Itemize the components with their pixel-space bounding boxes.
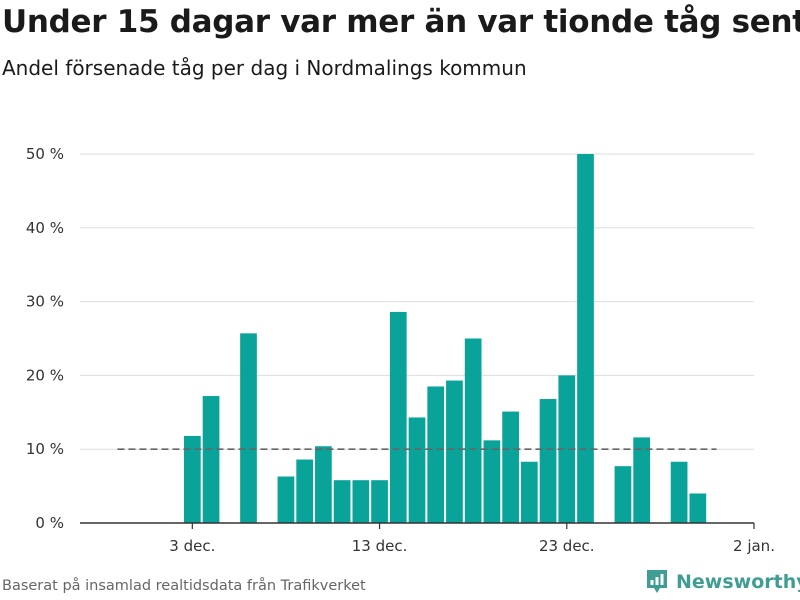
source-note: Baserat på insamlad realtidsdata från Tr… <box>2 578 366 594</box>
bar <box>614 466 632 523</box>
bar <box>333 480 351 523</box>
chart-title: Under 15 dagar var mer än var tionde tåg… <box>2 4 800 40</box>
chart-subtitle: Andel försenade tåg per dag i Nordmaling… <box>2 56 527 80</box>
bar <box>502 411 519 523</box>
bar <box>371 480 388 523</box>
bar <box>389 311 407 523</box>
bar <box>315 446 332 523</box>
newsworthy-logo-icon <box>647 570 667 593</box>
bar <box>296 459 314 523</box>
y-tick-label: 10 % <box>26 440 64 458</box>
y-tick-label: 0 % <box>35 514 64 532</box>
bar <box>277 476 295 523</box>
bars <box>183 154 707 523</box>
y-tick-label: 30 % <box>26 293 64 311</box>
y-tick-label: 40 % <box>26 219 64 237</box>
bar <box>183 435 201 523</box>
x-axis: 3 dec. 13 dec. 23 dec. 2 jan. <box>80 522 775 555</box>
y-axis-labels: 0 % 10 % 20 % 30 % 40 % 50 % <box>26 145 64 532</box>
brand[interactable]: Newsworthy <box>645 569 800 595</box>
bar <box>408 417 426 523</box>
bar <box>633 437 651 523</box>
bar <box>558 375 576 523</box>
bar <box>483 440 501 523</box>
bar <box>464 338 482 523</box>
y-tick-label: 50 % <box>26 145 64 163</box>
bar <box>520 461 538 523</box>
bar <box>202 396 220 523</box>
brand-name: Newsworthy <box>676 571 800 593</box>
x-tick-label: 23 dec. <box>539 537 595 555</box>
x-tick-label: 3 dec. <box>169 537 215 555</box>
bar <box>539 399 557 523</box>
x-tick-label: 2 jan. <box>733 537 775 555</box>
bar <box>689 493 707 523</box>
bar <box>427 386 445 523</box>
bar <box>577 154 594 523</box>
bar <box>446 380 463 523</box>
bar <box>352 480 370 523</box>
y-tick-label: 20 % <box>26 366 64 384</box>
x-tick-label: 13 dec. <box>352 537 408 555</box>
gridlines <box>80 153 754 450</box>
bar <box>240 333 257 523</box>
bar <box>670 461 688 523</box>
